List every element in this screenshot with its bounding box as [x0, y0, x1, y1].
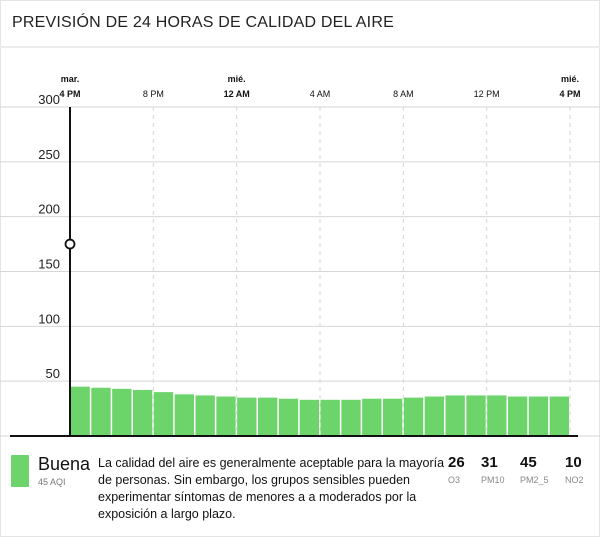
x-tick-time: 8 PM: [143, 89, 164, 99]
aqi-bar: [278, 398, 299, 436]
pollutant-name: PM10: [481, 475, 505, 485]
aqi-bar: [299, 399, 319, 436]
aqi-bar: [237, 397, 257, 436]
pollutant-name: PM2_5: [520, 475, 549, 485]
pollutant-o3: 26 O3: [448, 454, 488, 485]
aqi-bar: [133, 389, 153, 436]
aqi-bar: [362, 398, 382, 436]
x-tick-day: mié.: [561, 74, 579, 84]
pollutant-name: NO2: [565, 475, 584, 485]
aqi-bar: [174, 394, 194, 436]
pollutant-value: 45: [520, 454, 537, 471]
x-tick-time: 4 AM: [310, 89, 331, 99]
level-color-swatch: [11, 455, 29, 487]
aqi-bar: [549, 396, 569, 436]
aqi-bar: [383, 398, 403, 436]
pollutant-value: 31: [481, 454, 498, 471]
aqi-bar: [216, 396, 236, 436]
aqi-bar: [424, 396, 444, 436]
aqi-bar: [487, 395, 507, 436]
pollutant-pm2-5: 45 PM2_5: [520, 454, 560, 485]
pollutant-value: 10: [565, 454, 582, 471]
x-tick-time: 4 PM: [559, 89, 580, 99]
pollutant-value: 26: [448, 454, 465, 471]
x-tick-day: mié.: [228, 74, 246, 84]
aqi-bar: [445, 395, 465, 436]
aqi-bar: [258, 397, 278, 436]
aqi-bar: [195, 395, 215, 436]
y-tick-label: 300: [38, 92, 60, 107]
aqi-bar: [466, 395, 486, 436]
aqi-bar: [91, 387, 111, 436]
aqi-forecast-chart: 300 250 200 150 100 50 mar. 4 PM 8 PM mié. 12 AM 4 …: [0, 74, 600, 437]
level-aqi: 45 AQI: [38, 477, 66, 487]
level-description: La calidad del aire es generalmente acep…: [98, 456, 445, 521]
aqi-bar: [153, 392, 174, 436]
title-separator: [0, 46, 600, 48]
aqi-bar: [341, 399, 361, 436]
x-tick-time: 12 PM: [474, 89, 500, 99]
x-tick-time: 12 AM: [224, 89, 250, 99]
aqi-bar: [320, 399, 340, 436]
page-title: PREVISIÓN DE 24 HORAS DE CALIDAD DEL AIR…: [12, 14, 394, 31]
current-time-marker: [64, 238, 76, 250]
aqi-bar: [528, 396, 549, 436]
aqi-bar: [403, 397, 424, 436]
legend: Buena 45 AQI La calidad del aire es gene…: [0, 450, 600, 530]
y-tick-label: 200: [38, 202, 60, 217]
x-tick-time: 4 PM: [59, 89, 80, 99]
level-name: Buena: [38, 454, 91, 474]
aqi-bar: [112, 388, 132, 436]
pollutant-pm10: 31 PM10: [481, 454, 521, 485]
y-tick-label: 100: [38, 311, 60, 326]
y-tick-label: 150: [38, 257, 60, 272]
pollutant-no2: 10 NO2: [565, 454, 600, 485]
x-tick-time: 8 AM: [393, 89, 414, 99]
x-tick-day: mar.: [61, 74, 80, 84]
y-tick-label: 250: [38, 147, 60, 162]
y-tick-label: 50: [46, 366, 60, 381]
aqi-bar: [508, 396, 528, 436]
aqi-bar: [70, 386, 90, 436]
pollutant-name: O3: [448, 475, 461, 485]
